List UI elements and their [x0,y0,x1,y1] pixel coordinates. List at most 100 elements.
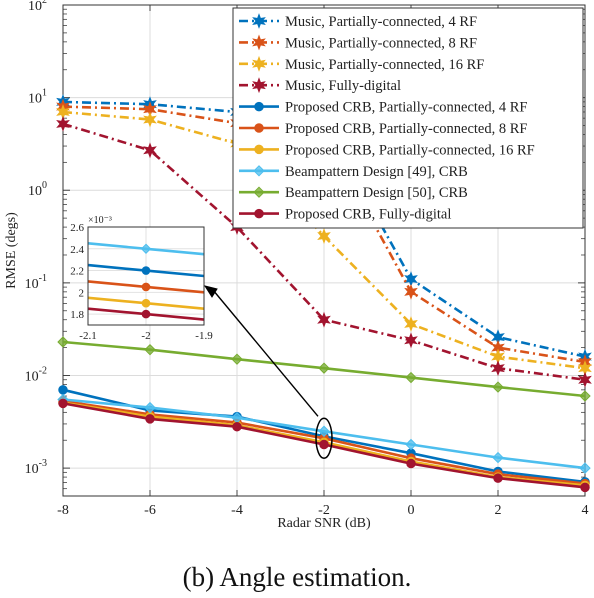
data-point [491,360,505,377]
inset-data-point [141,282,151,292]
legend-entry: Proposed CRB, Fully-digital [239,207,451,223]
legend-label: Music, Partially-connected, 4 RF [285,14,477,30]
legend-label: Music, Partially-connected, 8 RF [285,35,477,51]
legend-label: Music, Partially-connected, 16 RF [285,57,484,73]
x-axis-label: Radar SNR (dB) [277,516,371,531]
series-8 [57,393,591,474]
inset-series-4 [87,296,205,310]
legend-entry: Beampattern Design [49], CRB [239,164,468,180]
inset-data-point [141,298,151,308]
legend-swatch-marker [253,165,265,177]
data-point [580,482,590,493]
legend-entry: Music, Partially-connected, 8 RF [239,34,477,51]
inset-x-tick-label: -2 [141,330,150,342]
legend-swatch-marker [252,55,266,72]
data-point [406,458,416,469]
y-tick-label: 100 [28,180,47,199]
data-point [144,401,156,414]
y-tick-label: 10-3 [25,458,47,477]
inset-series-3 [87,280,205,294]
legend-entry: Music, Partially-connected, 16 RF [239,55,484,73]
zoom-arrow-head [203,285,218,298]
data-point [143,111,157,128]
legend-swatch-marker [253,186,265,198]
y-tick-label: 101 [28,88,47,107]
legend-swatch-marker [252,34,266,51]
y-tick-label: 10-2 [25,365,47,384]
zoom-inset: 1.8 2 2.2 2.4 2.6 -2.1 -2 -1.9 ×10⁻³ [70,215,213,342]
data-point [405,438,417,451]
inset-data-point [141,266,151,275]
inset-x-tick-label: -2.1 [79,330,96,342]
inset-y-tick-label: 2.4 [70,244,84,256]
data-point [231,353,243,365]
x-tick-label: -8 [57,503,69,518]
inset-y-tick-label: 2.6 [70,222,84,234]
legend-swatch-marker [254,144,264,155]
y-tick-label: 10-1 [25,273,47,292]
legend-entry: Beampattern Design [50], CRB [239,185,468,201]
legend-label: Music, Fully-digital [285,78,401,94]
data-point [492,451,504,464]
legend-label: Proposed CRB, Fully-digital [285,207,451,223]
x-tick-label: 2 [495,503,502,518]
legend-label: Proposed CRB, Partially-connected, 16 RF [285,142,535,158]
legend-entry: Proposed CRB, Partially-connected, 16 RF [239,142,535,158]
data-point [318,425,330,437]
data-point [143,142,157,159]
legend-entry: Music, Fully-digital [239,77,401,94]
zoom-arrow-line [212,289,319,417]
inset-series-1 [87,242,205,256]
x-tick-label: -4 [231,503,243,518]
data-point [232,421,242,432]
legend-entry: Proposed CRB, Partially-connected, 4 RF [239,100,527,116]
data-point [319,439,329,450]
zoom-ellipse [315,417,333,460]
data-point [579,462,591,474]
series-10 [58,398,590,493]
inset-series-5 [87,307,205,321]
data-point [58,398,68,409]
legend-swatch-marker [254,208,264,219]
inset-data-point [141,309,151,319]
inset-frame [87,226,205,326]
x-tick-label: 4 [582,503,589,518]
data-point [144,343,156,356]
data-point [318,362,330,374]
data-point [317,228,331,245]
legend-entry: Proposed CRB, Partially-connected, 8 RF [239,121,527,137]
inset-y-exponent: ×10⁻³ [88,215,112,226]
data-point [404,283,418,300]
inset-data-point [140,243,152,254]
legend-swatch-marker [254,123,264,133]
data-point [57,336,69,348]
data-point [404,332,418,349]
legend: Music, Partially-connected, 4 RF Music, P… [232,7,584,229]
legend-swatch-marker [254,101,264,112]
legend-box [232,7,584,229]
data-point [145,414,155,424]
legend-swatch-marker [252,13,266,29]
legend-label: Proposed CRB, Partially-connected, 8 RF [285,121,527,137]
data-point [58,385,68,395]
legend-entry: Music, Partially-connected, 4 RF [239,13,477,30]
data-point [317,311,331,328]
y-axis-label: RMSE (degs) [4,212,19,289]
data-point [56,115,70,132]
data-point [493,473,503,483]
data-point [405,371,417,384]
legend-label: Beampattern Design [50], CRB [285,185,468,201]
inset-y-tick-label: 1.8 [70,309,84,321]
data-point [578,371,592,388]
series-9 [57,336,591,402]
inset-y-tick-label: 2 [79,287,85,299]
series-group [56,94,592,493]
x-tick-label: -2 [318,503,330,518]
inset-y-tick-label: 2.2 [70,266,84,278]
x-tick-label: -6 [144,503,156,518]
data-point [492,381,504,393]
inset-x-tick-label: -1.9 [195,330,213,342]
legend-label: Beampattern Design [49], CRB [285,164,468,180]
y-tick-label: 102 [28,0,47,14]
inset-series-2 [87,263,205,278]
